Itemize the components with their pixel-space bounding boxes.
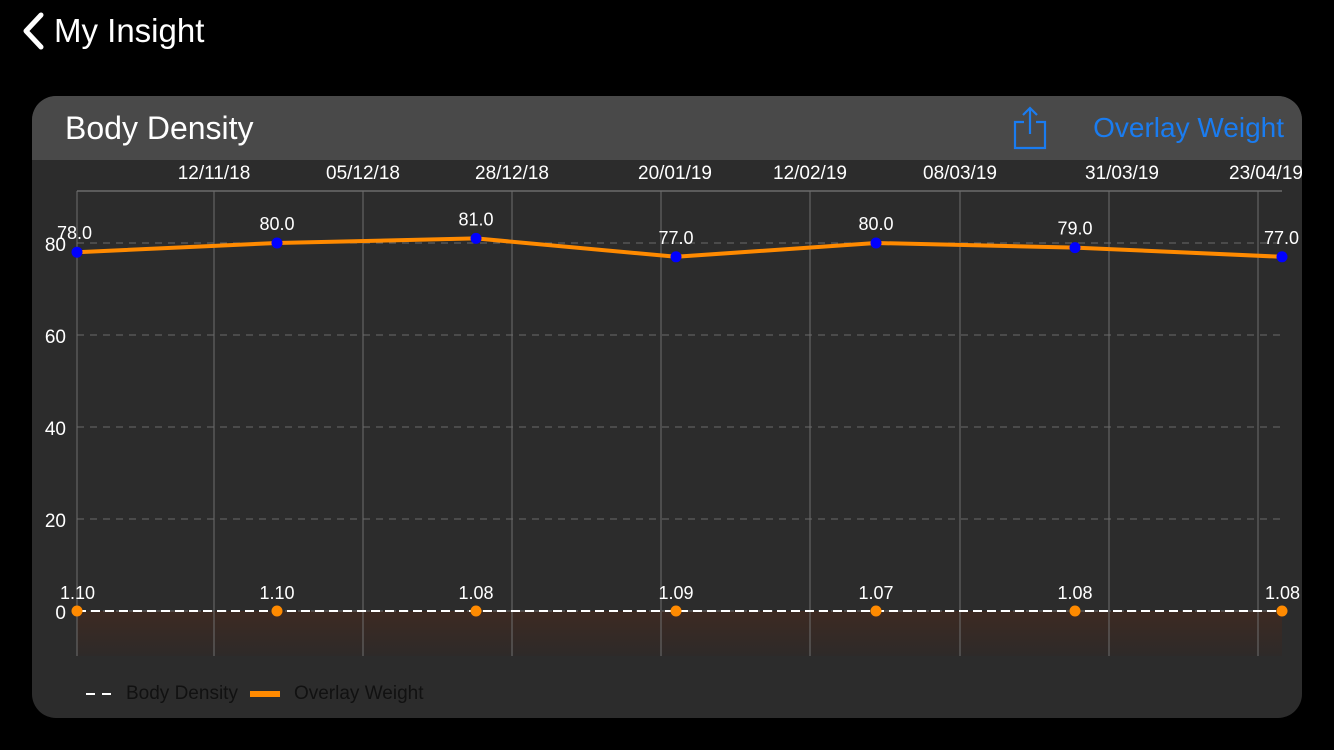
navigation-bar: My Insight xyxy=(0,0,1334,80)
y-tick-label: 40 xyxy=(45,419,66,440)
solid-line-swatch xyxy=(249,691,280,697)
density-point xyxy=(271,605,283,617)
y-tick-label: 20 xyxy=(45,511,66,532)
x-tick-label: 23/04/19 xyxy=(1229,163,1302,184)
density-data-label: 1.08 xyxy=(1057,583,1092,603)
legend-label: Body Density xyxy=(126,683,238,704)
weight-data-label: 80.0 xyxy=(259,214,294,234)
overlay-weight-button[interactable]: Overlay Weight xyxy=(1093,112,1284,143)
density-point xyxy=(71,605,83,617)
chart-legend: Body Density Overlay Weight xyxy=(86,682,435,706)
weight-data-label: 79.0 xyxy=(1057,219,1092,239)
density-point xyxy=(1276,605,1288,617)
card-title: Body Density xyxy=(65,110,254,146)
weight-point xyxy=(670,251,682,263)
back-button[interactable]: My Insight xyxy=(22,10,204,52)
weight-data-label: 77.0 xyxy=(1264,228,1299,248)
weight-point xyxy=(71,246,83,258)
x-tick-label: 08/03/19 xyxy=(923,163,997,184)
y-tick-label: 0 xyxy=(55,603,66,624)
density-data-label: 1.10 xyxy=(259,583,294,603)
x-tick-label: 31/03/19 xyxy=(1085,163,1159,184)
density-data-label: 1.07 xyxy=(858,583,893,603)
body-density-chart: 0 20 40 60 80 12/11/18 05/12/18 28/12/18 20/01/1… xyxy=(45,163,1302,656)
weight-point xyxy=(1069,242,1081,254)
x-tick-label: 20/01/19 xyxy=(638,163,712,184)
y-tick-label: 60 xyxy=(45,327,66,348)
x-tick-label: 12/11/18 xyxy=(178,163,251,184)
weight-point xyxy=(1276,251,1288,263)
density-point xyxy=(670,605,682,617)
share-button[interactable] xyxy=(1012,104,1048,152)
legend-label: Overlay Weight xyxy=(293,683,424,704)
legend-item-overlay-weight: Overlay Weight xyxy=(249,683,424,705)
density-data-label: 1.10 xyxy=(60,583,95,603)
density-data-label: 1.08 xyxy=(1265,583,1300,603)
density-data-label: 1.08 xyxy=(458,583,493,603)
density-point xyxy=(1069,605,1081,617)
weight-point xyxy=(470,232,482,244)
density-point xyxy=(870,605,882,617)
back-label: My Insight xyxy=(54,12,205,49)
dashed-line-swatch xyxy=(86,693,112,695)
body-density-card: 0 20 40 60 80 12/11/18 05/12/18 28/12/18 20/01/1… xyxy=(32,96,1302,718)
x-tick-label: 28/12/18 xyxy=(475,163,549,184)
chevron-left-icon xyxy=(23,12,44,50)
card-header: Body Density Overlay Weight xyxy=(32,96,1302,160)
weight-data-label: 78.0 xyxy=(57,223,92,243)
share-icon xyxy=(1013,106,1047,150)
weight-point xyxy=(271,237,283,249)
weight-data-label: 81.0 xyxy=(458,209,493,229)
density-data-label: 1.09 xyxy=(658,583,693,603)
legend-item-body-density: Body Density xyxy=(86,683,238,705)
y-tick-label: 80 xyxy=(45,235,66,256)
x-tick-label: 12/02/19 xyxy=(773,163,847,184)
density-point xyxy=(470,605,482,617)
weight-data-label: 80.0 xyxy=(858,214,893,234)
weight-data-label: 77.0 xyxy=(658,228,693,248)
weight-point xyxy=(870,237,882,249)
x-tick-label: 05/12/18 xyxy=(326,163,400,184)
density-fill-band xyxy=(77,611,1282,656)
